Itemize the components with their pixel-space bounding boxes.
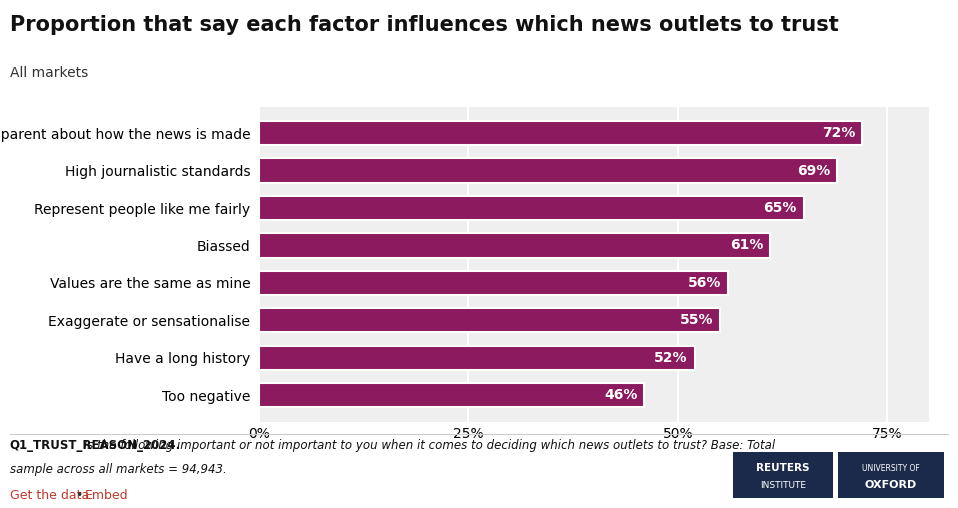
Bar <box>259 233 770 258</box>
Bar <box>259 271 728 295</box>
Text: UNIVERSITY OF: UNIVERSITY OF <box>862 464 920 472</box>
Text: Is the following important or not important to you when it comes to deciding whi: Is the following important or not import… <box>80 439 775 453</box>
Text: 72%: 72% <box>822 126 855 140</box>
Text: 56%: 56% <box>688 276 721 290</box>
Text: Proportion that say each factor influences which news outlets to trust: Proportion that say each factor influenc… <box>10 15 838 35</box>
Text: Q1_TRUST_REASON_2024.: Q1_TRUST_REASON_2024. <box>10 439 181 453</box>
Bar <box>259 345 695 370</box>
Bar <box>259 158 837 183</box>
Text: REUTERS: REUTERS <box>757 463 810 473</box>
Bar <box>259 196 804 220</box>
Text: 61%: 61% <box>730 238 764 252</box>
Text: All markets: All markets <box>10 66 88 80</box>
Bar <box>259 383 644 407</box>
Text: 55%: 55% <box>679 313 713 327</box>
Text: sample across all markets = 94,943.: sample across all markets = 94,943. <box>10 463 226 477</box>
Text: INSTITUTE: INSTITUTE <box>760 481 807 490</box>
Text: 52%: 52% <box>654 351 688 365</box>
Bar <box>259 121 862 145</box>
Text: OXFORD: OXFORD <box>865 480 917 490</box>
Text: •: • <box>72 489 87 502</box>
Text: Get the data: Get the data <box>10 489 89 502</box>
Text: 65%: 65% <box>764 201 797 215</box>
Text: Embed: Embed <box>84 489 128 502</box>
Text: 69%: 69% <box>797 164 831 178</box>
Bar <box>259 308 719 332</box>
Text: 46%: 46% <box>604 388 637 402</box>
